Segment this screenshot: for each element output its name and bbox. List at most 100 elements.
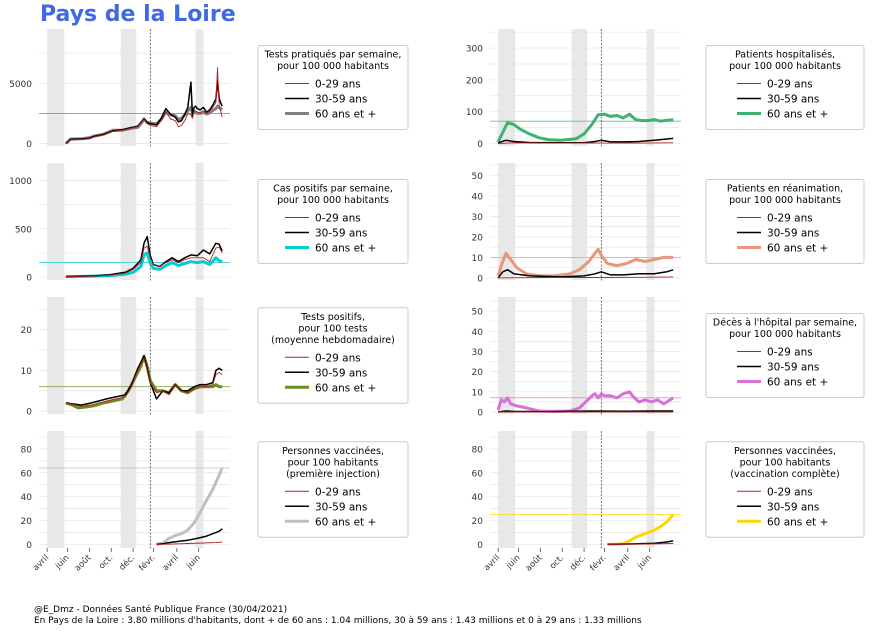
legend-entry: 30-59 ans: [315, 228, 367, 240]
legend-title: pour 100 000 habitants: [729, 61, 841, 72]
shaded-period: [498, 297, 516, 414]
x-tick-label: juin: [184, 553, 203, 572]
series-line-1: [65, 357, 223, 407]
shaded-period: [195, 297, 204, 414]
y-tick-label: 5000: [9, 80, 32, 90]
legend-entry: 30-59 ans: [767, 362, 819, 374]
y-tick-label: 40: [472, 192, 484, 202]
y-tick-label: 0: [477, 408, 483, 418]
legend-entry: 0-29 ans: [767, 213, 813, 225]
x-tick-label: déc.: [117, 552, 138, 573]
legend-title: (vaccination complète): [730, 469, 839, 480]
legend-title: pour 100 tests: [298, 323, 367, 334]
legend-entry: 30-59 ans: [315, 94, 367, 106]
legend-title: Tests pratiqués par semaine,: [264, 50, 402, 61]
legend-box-4: Patients en réanimation,pour 100 000 hab…: [705, 179, 865, 264]
legend-entry: 0-29 ans: [315, 486, 361, 498]
legend-entry: 60 ans et +: [767, 377, 828, 389]
series-line-3: [496, 112, 674, 143]
legend-title: pour 100 habitants: [288, 457, 379, 468]
x-tick-label: août: [524, 553, 545, 574]
legend-entry: 60 ans et +: [767, 243, 828, 255]
shaded-period: [498, 163, 516, 280]
series-line-1: [156, 541, 223, 545]
legend-frame: [705, 45, 865, 130]
chart-panel-1: 0 5000 Tests pratiqués par semaine,pour 10…: [9, 29, 409, 150]
legend-entry: 60 ans et +: [315, 382, 376, 394]
legend-box-6: Décès à l'hôpital par semaine,pour 100 0…: [705, 313, 865, 398]
y-tick-label: 20: [472, 233, 484, 243]
footer: @E_Dmz - Données Santé Publique France (…: [34, 605, 642, 627]
legend-box-3: Cas positifs par semaine,pour 100 000 ha…: [257, 179, 409, 264]
legend-entry: 0-29 ans: [315, 79, 361, 91]
shaded-period: [47, 29, 65, 146]
shaded-period: [195, 163, 204, 280]
legend-frame: [705, 441, 865, 538]
shaded-period: [498, 29, 516, 146]
y-tick-label: 0: [477, 541, 483, 551]
shaded-period: [47, 431, 65, 548]
shaded-period: [498, 431, 516, 548]
legend-entry: 30-59 ans: [767, 94, 819, 106]
shaded-period: [571, 431, 588, 548]
x-tick-label: oct.: [97, 553, 115, 571]
legend-title: (moyenne hebdomadaire): [271, 335, 395, 346]
x-tick-label: avril: [612, 553, 632, 573]
series-line-3: [496, 247, 674, 278]
series-line-2: [65, 80, 223, 145]
shaded-period: [646, 163, 655, 280]
legend-entry: 0-29 ans: [767, 79, 813, 91]
y-tick-label: 20: [21, 326, 33, 336]
legend-entry: 60 ans et +: [315, 516, 376, 528]
chart-panel-5: 0 10 20 Tests positifs,pour 100 tests(moyen…: [21, 297, 409, 418]
x-tick-label: juin: [635, 553, 654, 572]
legend-entry: 0-29 ans: [315, 213, 361, 225]
footer-line-1: @E_Dmz - Données Santé Publique France (…: [34, 605, 288, 615]
y-tick-label: 300: [466, 45, 483, 55]
y-tick-label: 30: [472, 348, 484, 358]
series-line-1: [65, 245, 223, 278]
shaded-period: [47, 163, 65, 280]
legend-entry: 60 ans et +: [767, 109, 828, 121]
y-tick-label: 0: [26, 408, 32, 418]
legend-title: Cas positifs par semaine,: [273, 184, 393, 195]
legend-title: (première injection): [286, 469, 380, 480]
y-tick-label: 40: [472, 328, 484, 338]
shaded-period: [646, 431, 655, 548]
page-title: Pays de la Loire: [40, 2, 236, 27]
y-tick-label: 20: [472, 368, 484, 378]
shaded-period: [120, 163, 137, 280]
y-tick-label: 20: [472, 517, 484, 527]
legend-box-7: Personnes vaccinées,pour 100 habitants(p…: [257, 441, 409, 538]
series-line-2: [65, 355, 223, 406]
legend-entry: 30-59 ans: [767, 501, 819, 513]
y-tick-label: 40: [472, 493, 484, 503]
shaded-period: [120, 431, 137, 548]
series-line-2: [497, 137, 674, 144]
x-tick-label: juin: [504, 553, 523, 572]
y-tick-label: 0: [477, 274, 483, 284]
legend-title: Tests positifs,: [300, 312, 365, 323]
legend-entry: 30-59 ans: [315, 367, 367, 379]
legend-frame: [705, 179, 865, 264]
legend-title: Personnes vaccinées,: [734, 446, 836, 457]
chart-panel-3: 0 500 1000 Cas positifs par semaine,pour 10…: [9, 163, 409, 284]
legend-box-2: Patients hospitalisés,pour 100 000 habit…: [705, 45, 865, 130]
y-tick-label: 500: [15, 225, 32, 235]
x-tick-label: avril: [31, 553, 51, 573]
legend-box-5: Tests positifs,pour 100 tests(moyenne he…: [257, 307, 409, 404]
shaded-period: [47, 297, 65, 414]
legend-title: Patients hospitalisés,: [735, 50, 835, 61]
legend-title: pour 100 000 habitants: [729, 195, 841, 206]
legend-entry: 0-29 ans: [767, 486, 813, 498]
shaded-period: [571, 163, 588, 280]
y-tick-label: 80: [21, 445, 33, 455]
x-tick-label: août: [73, 553, 94, 574]
series-line-1: [498, 142, 674, 144]
series-line-1: [607, 543, 674, 545]
x-tick-label: févr.: [137, 552, 158, 573]
chart-panel-2: 0 100 200 300 Patients hospitalisés,pour 100…: [466, 29, 865, 150]
